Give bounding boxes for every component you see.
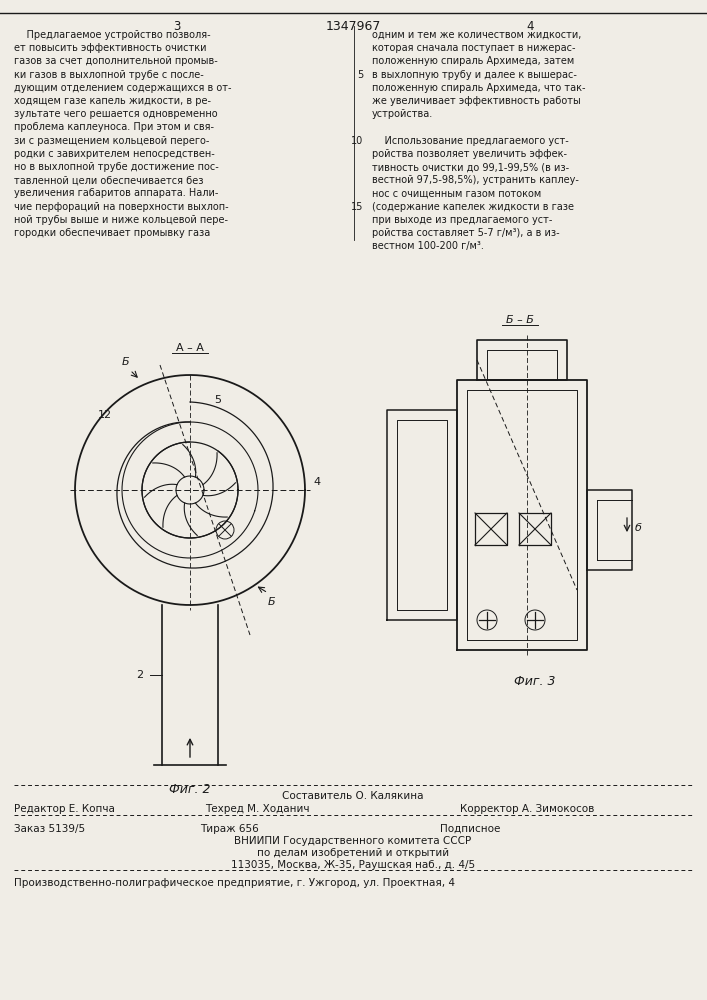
Text: 2: 2 [136, 670, 144, 680]
Text: Б: Б [121, 357, 129, 367]
Text: в выхлопную трубу и далее к вышерас-: в выхлопную трубу и далее к вышерас- [372, 70, 577, 80]
Text: по делам изобретений и открытий: по делам изобретений и открытий [257, 848, 449, 858]
Text: тавленной цели обеспечивается без: тавленной цели обеспечивается без [14, 175, 204, 185]
Text: Использование предлагаемого уст-: Использование предлагаемого уст- [372, 136, 568, 146]
Text: нос с очищенным газом потоком: нос с очищенным газом потоком [372, 188, 542, 198]
Text: ройства составляет 5-7 г/м³), а в из-: ройства составляет 5-7 г/м³), а в из- [372, 228, 560, 238]
Text: положенную спираль Архимеда, затем: положенную спираль Архимеда, затем [372, 56, 574, 66]
Text: 12: 12 [98, 410, 112, 420]
Text: Б: Б [268, 597, 276, 607]
Text: тивность очистки до 99,1-99,5% (в из-: тивность очистки до 99,1-99,5% (в из- [372, 162, 569, 172]
Text: 4: 4 [313, 477, 320, 487]
Text: вестной 97,5-98,5%), устранить каплеу-: вестной 97,5-98,5%), устранить каплеу- [372, 175, 579, 185]
Text: Фиг. 2: Фиг. 2 [169, 783, 211, 796]
Text: Предлагаемое устройство позволя-: Предлагаемое устройство позволя- [14, 30, 211, 40]
Text: но в выхлопной трубе достижение пос-: но в выхлопной трубе достижение пос- [14, 162, 218, 172]
Text: ройства позволяет увеличить эффек-: ройства позволяет увеличить эффек- [372, 149, 567, 159]
Text: Техред М. Ходанич: Техред М. Ходанич [205, 804, 310, 814]
Text: 1347967: 1347967 [325, 20, 380, 33]
Text: Составитель О. Калякина: Составитель О. Калякина [282, 791, 423, 801]
Text: ки газов в выхлопной трубе с после-: ки газов в выхлопной трубе с после- [14, 70, 204, 80]
Text: Заказ 5139/5: Заказ 5139/5 [14, 824, 85, 834]
Text: Корректор А. Зимокосов: Корректор А. Зимокосов [460, 804, 595, 814]
Text: б: б [635, 523, 642, 533]
Text: Редактор Е. Копча: Редактор Е. Копча [14, 804, 115, 814]
Text: ходящем газе капель жидкости, в ре-: ходящем газе капель жидкости, в ре- [14, 96, 211, 106]
Text: Производственно-полиграфическое предприятие, г. Ужгород, ул. Проектная, 4: Производственно-полиграфическое предприя… [14, 878, 455, 888]
Text: чие перфораций на поверхности выхлоп-: чие перфораций на поверхности выхлоп- [14, 202, 228, 212]
Text: Фиг. 3: Фиг. 3 [514, 675, 556, 688]
Text: А – А: А – А [176, 343, 204, 353]
Text: (содержание капелек жидкости в газе: (содержание капелек жидкости в газе [372, 202, 574, 212]
Text: устройства.: устройства. [372, 109, 433, 119]
Text: Подписное: Подписное [440, 824, 501, 834]
Text: 10: 10 [351, 136, 363, 146]
Text: при выходе из предлагаемого уст-: при выходе из предлагаемого уст- [372, 215, 552, 225]
Text: родки с завихрителем непосредствен-: родки с завихрителем непосредствен- [14, 149, 215, 159]
Text: которая сначала поступает в нижерас-: которая сначала поступает в нижерас- [372, 43, 575, 53]
Text: 4: 4 [526, 20, 534, 33]
Text: газов за счет дополнительной промыв-: газов за счет дополнительной промыв- [14, 56, 218, 66]
Text: 5: 5 [357, 70, 363, 80]
Text: положенную спираль Архимеда, что так-: положенную спираль Архимеда, что так- [372, 83, 585, 93]
Text: городки обеспечивает промывку газа: городки обеспечивает промывку газа [14, 228, 210, 238]
Text: дующим отделением содержащихся в от-: дующим отделением содержащихся в от- [14, 83, 231, 93]
Text: проблема каплеуноса. При этом и свя-: проблема каплеуноса. При этом и свя- [14, 122, 214, 132]
Text: 5: 5 [214, 395, 221, 405]
Text: 113035, Москва, Ж-35, Раушская наб., д. 4/5: 113035, Москва, Ж-35, Раушская наб., д. … [231, 860, 475, 870]
Text: зи с размещением кольцевой перего-: зи с размещением кольцевой перего- [14, 136, 209, 146]
Text: 3: 3 [173, 20, 181, 33]
Text: одним и тем же количеством жидкости,: одним и тем же количеством жидкости, [372, 30, 581, 40]
Text: увеличения габаритов аппарата. Нали-: увеличения габаритов аппарата. Нали- [14, 188, 218, 198]
Text: ВНИИПИ Государственного комитета СССР: ВНИИПИ Государственного комитета СССР [235, 836, 472, 846]
Text: зультате чего решается одновременно: зультате чего решается одновременно [14, 109, 218, 119]
Text: ной трубы выше и ниже кольцевой пере-: ной трубы выше и ниже кольцевой пере- [14, 215, 228, 225]
Text: ет повысить эффективность очистки: ет повысить эффективность очистки [14, 43, 206, 53]
Text: 15: 15 [351, 202, 363, 212]
Text: вестном 100-200 г/м³.: вестном 100-200 г/м³. [372, 241, 484, 251]
Text: Б – Б: Б – Б [506, 315, 534, 325]
Text: Тираж 656: Тираж 656 [200, 824, 259, 834]
Text: же увеличивает эффективность работы: же увеличивает эффективность работы [372, 96, 580, 106]
